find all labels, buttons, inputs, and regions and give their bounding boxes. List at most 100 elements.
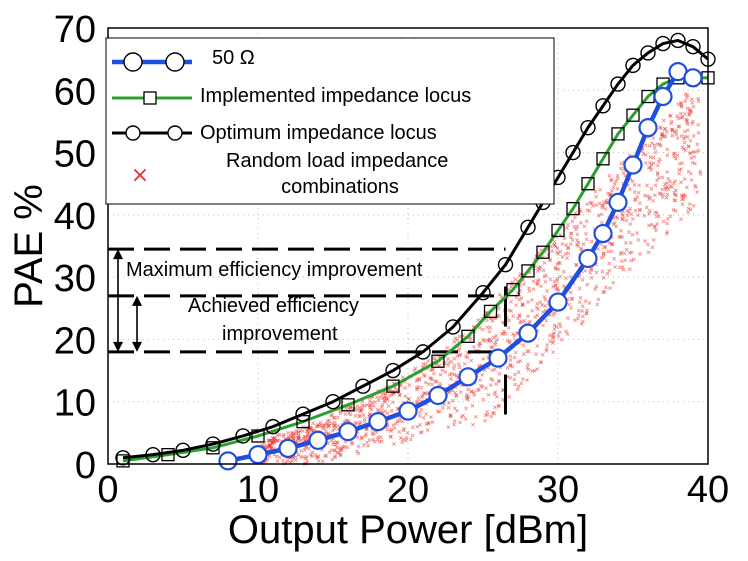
scatter-point	[325, 418, 330, 423]
scatter-point	[578, 246, 583, 251]
scatter-point	[358, 409, 363, 414]
scatter-point	[682, 136, 686, 141]
scatter-point	[661, 192, 666, 197]
scatter-point	[452, 363, 457, 368]
scatter-point	[490, 319, 495, 323]
scatter-point	[680, 145, 685, 150]
scatter-point	[678, 217, 683, 222]
series-fifty-ohm-point	[398, 401, 418, 421]
scatter-point	[415, 377, 420, 382]
series-fifty-ohm-point	[683, 68, 703, 88]
scatter-point	[403, 394, 408, 399]
series-implemented-point	[341, 398, 355, 412]
series-implemented-point	[611, 127, 625, 141]
scatter-point	[683, 92, 688, 97]
scatter-point	[687, 202, 692, 207]
scatter-point	[380, 392, 385, 396]
series-fifty-ohm-point	[578, 248, 598, 269]
series-fifty-ohm-point	[608, 192, 628, 212]
scatter-point	[531, 287, 536, 292]
series-implemented-point	[566, 201, 580, 216]
scatter-point	[665, 170, 670, 175]
scatter-point	[326, 423, 331, 428]
scatter-point	[606, 249, 611, 254]
scatter-point	[481, 397, 486, 402]
scatter-point	[457, 365, 462, 370]
scatter-point	[525, 365, 530, 370]
y-axis-label: PAE %	[7, 184, 51, 308]
scatter-point	[397, 392, 402, 397]
scatter-point	[651, 136, 656, 141]
scatter-point	[543, 279, 548, 284]
scatter-point	[610, 241, 614, 246]
scatter-point	[605, 191, 610, 196]
scatter-point	[544, 273, 549, 278]
scatter-point	[535, 282, 540, 287]
scatter-point	[483, 418, 487, 423]
series-optimum-point	[565, 144, 581, 161]
scatter-point	[385, 411, 390, 416]
scatter-point	[277, 432, 282, 437]
scatter-point	[458, 420, 463, 425]
scatter-point	[379, 408, 384, 413]
scatter-point	[671, 181, 676, 186]
scatter-point	[676, 116, 681, 121]
scatter-point	[647, 211, 651, 216]
scatter-point	[565, 226, 570, 231]
scatter-point	[493, 390, 498, 395]
scatter-point	[663, 127, 668, 131]
scatter-point	[363, 434, 368, 439]
scatter-point	[642, 193, 647, 198]
scatter-point	[654, 214, 659, 219]
scatter-point	[621, 170, 626, 175]
scatter-point	[576, 240, 581, 245]
scatter-point	[320, 459, 325, 464]
scatter-point	[350, 440, 354, 445]
scatter-point	[604, 200, 609, 205]
scatter-point	[513, 382, 517, 387]
scatter-point	[603, 245, 608, 249]
scatter-point	[689, 110, 693, 115]
series-fifty-ohm-point	[368, 412, 388, 432]
scatter-point	[481, 356, 486, 361]
scatter-point	[397, 419, 402, 423]
scatter-point	[430, 382, 435, 387]
scatter-point	[484, 386, 488, 391]
scatter-point	[355, 449, 359, 454]
scatter-point	[565, 316, 570, 321]
y-tick-label: 70	[54, 9, 96, 51]
scatter-point	[689, 97, 694, 102]
scatter-point	[492, 367, 497, 372]
scatter-point	[507, 318, 512, 323]
scatter-point	[510, 364, 515, 369]
scatter-point	[579, 220, 583, 225]
scatter-point	[540, 352, 545, 357]
scatter-point	[665, 153, 670, 158]
scatter-point	[688, 207, 693, 212]
scatter-point	[445, 345, 450, 350]
scatter-point	[490, 378, 495, 383]
scatter-point	[296, 452, 301, 457]
series-fifty-ohm-legend-marker-b	[165, 52, 185, 72]
series-implemented-point	[536, 245, 550, 259]
scatter-point	[472, 393, 477, 398]
scatter-point	[362, 419, 367, 424]
scatter-point	[451, 366, 456, 371]
scatter-point	[291, 436, 296, 441]
scatter-point	[636, 190, 641, 195]
scatter-point	[477, 344, 482, 349]
max-improvement-label: Maximum efficiency improvement	[126, 259, 423, 281]
scatter-point	[379, 439, 384, 444]
scatter-point	[449, 376, 453, 381]
scatter-point	[690, 100, 695, 105]
scatter-point	[401, 437, 405, 442]
scatter-point	[561, 269, 566, 274]
scatter-point	[593, 189, 598, 194]
scatter-point	[627, 250, 632, 255]
scatter-point	[489, 414, 494, 419]
scatter-point	[447, 372, 452, 377]
scatter-point	[469, 358, 474, 363]
scatter-point	[683, 99, 688, 104]
scatter-point	[628, 222, 633, 227]
scatter-point	[615, 176, 620, 181]
